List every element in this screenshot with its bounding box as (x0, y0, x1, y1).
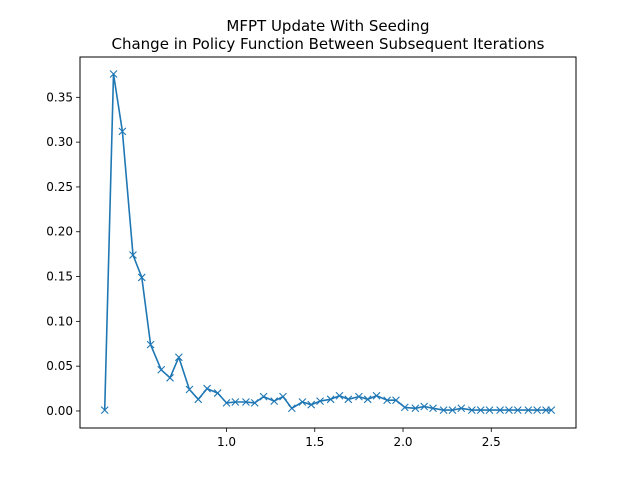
plot-area (80, 57, 576, 428)
data-point-marker (213, 389, 222, 397)
data-point-marker (231, 398, 240, 406)
data-point-marker (203, 384, 211, 393)
data-point-marker (307, 400, 316, 409)
y-tick-label: 0.35 (46, 90, 73, 104)
data-point-marker (457, 404, 466, 413)
data-point-marker (533, 406, 542, 414)
data-point-marker (100, 406, 109, 414)
data-point-marker (287, 404, 296, 413)
x-tick-label: 1.5 (305, 435, 324, 449)
data-point-marker (194, 395, 203, 404)
data-point-marker (157, 365, 166, 374)
data-point-marker (383, 396, 392, 405)
y-tick-label: 0.00 (46, 404, 73, 418)
y-tick-label: 0.10 (46, 314, 73, 328)
data-point-marker (448, 406, 457, 414)
x-tick-label: 2.0 (393, 435, 412, 449)
data-point-marker (185, 385, 194, 394)
data-point-marker (129, 251, 137, 259)
data-point-marker (355, 392, 363, 401)
data-point-marker (496, 406, 504, 414)
data-point-marker (485, 406, 494, 414)
data-point-marker (411, 404, 420, 413)
data-point-marker (166, 373, 174, 382)
data-point-marker (222, 399, 231, 407)
data-point-marker (335, 391, 344, 400)
data-point-marker (429, 404, 437, 413)
data-point-marker (242, 398, 250, 406)
data-point-marker (513, 406, 522, 414)
data-point-marker (524, 406, 533, 414)
data-markers (100, 70, 556, 414)
data-point-marker (363, 395, 372, 404)
axis-ticks: 1.0 1.5 2.0 2.5 0.00 0.05 0.10 0.15 0.20 0.25 0.30… (46, 90, 501, 449)
data-point-marker (400, 403, 409, 412)
data-point-marker (467, 406, 476, 414)
data-point-marker (174, 353, 183, 362)
data-point-marker (344, 395, 353, 404)
data-point-marker (372, 391, 381, 400)
data-point-marker (420, 402, 429, 411)
x-tick-label: 2.5 (482, 435, 501, 449)
chart-subtitle: Change in Policy Function Between Subseq… (112, 35, 545, 53)
chart-title: MFPT Update With Seeding (226, 17, 429, 35)
y-tick-label: 0.05 (46, 359, 73, 373)
y-tick-label: 0.15 (46, 270, 73, 284)
data-point-marker (505, 406, 513, 414)
data-point-marker (109, 70, 118, 78)
data-point-marker (137, 273, 146, 282)
data-point-marker (146, 340, 155, 349)
data-point-marker (298, 398, 307, 406)
data-point-marker (392, 396, 400, 405)
data-point-marker (547, 406, 556, 414)
data-point-marker (326, 395, 335, 404)
y-tick-label: 0.20 (46, 225, 73, 239)
data-point-marker (250, 399, 259, 407)
data-point-marker (476, 406, 485, 414)
data-point-marker (316, 397, 324, 406)
data-point-marker (270, 397, 279, 406)
data-point-marker (279, 392, 287, 401)
plot-frame (79, 56, 577, 429)
data-point-marker (439, 406, 448, 414)
data-point-marker (118, 127, 127, 136)
y-tick-label: 0.30 (46, 135, 73, 149)
data-point-marker (259, 392, 268, 401)
y-tick-label: 0.25 (46, 180, 73, 194)
x-tick-label: 1.0 (217, 435, 236, 449)
